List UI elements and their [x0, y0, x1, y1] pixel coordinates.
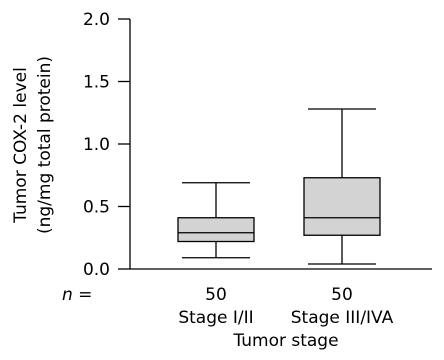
- y-tick-label: 1.5: [83, 73, 110, 93]
- y-tick-label: 0.5: [83, 198, 110, 218]
- y-tick-label: 1.0: [83, 135, 110, 155]
- iqr-box: [303, 177, 381, 236]
- iqr-box: [177, 217, 255, 243]
- category-label: Stage III/IVA: [291, 308, 394, 328]
- y-tick-label: 2.0: [83, 10, 110, 30]
- n-value: 50: [331, 285, 353, 305]
- y-axis-label-line1: Tumor COX-2 level: [11, 67, 31, 224]
- n-label: n =: [62, 285, 92, 305]
- x-labels: 50 Stage I/II 50 Stage III/IVA: [178, 285, 393, 328]
- category-label: Stage I/II: [178, 308, 253, 328]
- x-axis-label: Tumor stage: [232, 331, 338, 351]
- y-axis-label-line2: (ng/mg total protein): [35, 56, 55, 234]
- y-tick-label: 0.0: [83, 260, 110, 280]
- boxes: [177, 108, 381, 265]
- y-ticks: 0.0 0.5 1.0 1.5 2.0: [83, 10, 130, 280]
- n-value: 50: [205, 285, 227, 305]
